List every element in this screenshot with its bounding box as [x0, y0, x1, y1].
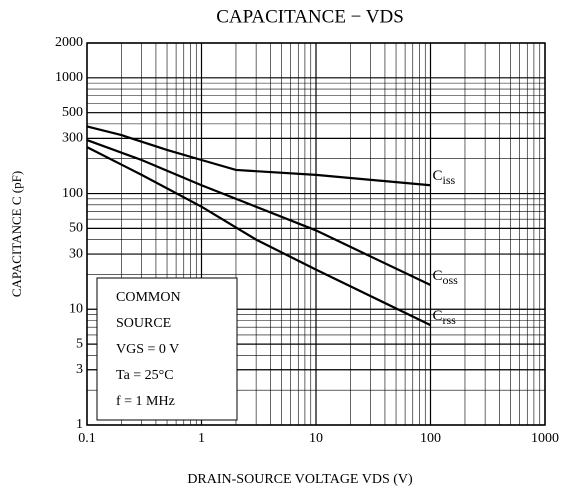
y-tick-label: 500 [62, 105, 83, 120]
x-tick-label: 1 [198, 431, 205, 446]
annotation-text: SOURCE [116, 316, 171, 331]
y-tick-label: 5 [76, 336, 83, 351]
y-tick-label: 2000 [55, 35, 83, 50]
y-tick-label: 100 [62, 186, 83, 201]
annotation-text: f = 1 MHz [116, 394, 175, 409]
y-tick-label: 1000 [55, 70, 83, 85]
x-tick-label: 0.1 [78, 431, 96, 446]
plot-frame [86, 42, 546, 426]
annotation-text: COMMON [116, 290, 181, 305]
line [86, 139, 431, 287]
series-label: Coss [433, 268, 459, 286]
line [86, 125, 431, 187]
series-label: Ciss [433, 169, 456, 187]
y-tick-label: 1 [76, 417, 83, 432]
y-tick-label: 30 [69, 246, 83, 261]
annotation-text: Ta = 25°C [116, 368, 174, 383]
annotation-box [96, 277, 238, 421]
y-tick-label: 50 [69, 221, 83, 236]
x-tick-label: 1000 [531, 431, 559, 446]
y-axis-label: CAPACITANCE C (pF) [9, 171, 24, 297]
x-tick-label: 10 [309, 431, 323, 446]
chart-title: CAPACITANCE − VDS [216, 6, 404, 27]
annotation-text: VGS = 0 V [116, 342, 179, 357]
x-tick-label: 100 [420, 431, 441, 446]
y-tick-label: 3 [76, 362, 83, 377]
y-tick-label: 300 [62, 131, 83, 146]
x-axis-label: DRAIN-SOURCE VOLTAGE VDS (V) [187, 472, 413, 487]
series-label: Crss [433, 309, 457, 327]
line [86, 146, 431, 327]
y-tick-label: 10 [69, 301, 83, 316]
